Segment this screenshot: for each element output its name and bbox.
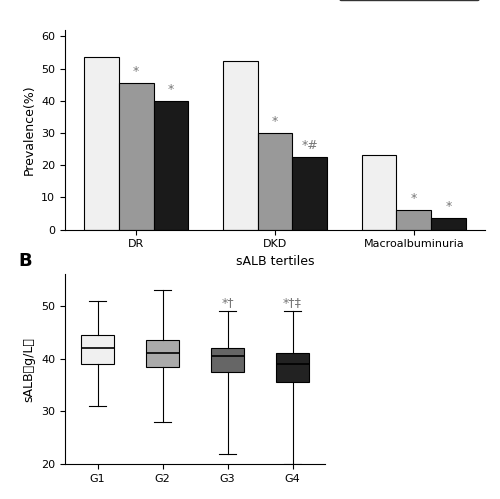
Text: *†‡: *†‡ <box>283 296 302 309</box>
Text: *: * <box>272 115 278 128</box>
Text: *: * <box>133 65 140 78</box>
PathPatch shape <box>146 340 179 367</box>
Bar <box>84 57 119 230</box>
Text: A: A <box>23 0 37 4</box>
Text: *: * <box>168 83 174 96</box>
PathPatch shape <box>211 348 244 372</box>
Y-axis label: Prevalence(%): Prevalence(%) <box>22 84 36 175</box>
Bar <box>119 83 154 230</box>
Text: *: * <box>446 201 452 214</box>
Text: *#: *# <box>302 139 318 152</box>
Bar <box>292 157 327 230</box>
Bar <box>258 133 292 230</box>
Bar <box>154 101 188 230</box>
Bar <box>396 210 431 230</box>
X-axis label: sALB tertiles: sALB tertiles <box>236 255 314 268</box>
Text: *: * <box>410 193 417 206</box>
PathPatch shape <box>81 335 114 364</box>
Bar <box>431 218 466 230</box>
Text: B: B <box>18 251 32 269</box>
Text: *†: *† <box>221 296 234 309</box>
PathPatch shape <box>276 353 309 382</box>
Bar <box>362 156 396 230</box>
Bar <box>223 60 258 230</box>
Y-axis label: sALB（g/L）: sALB（g/L） <box>22 337 36 402</box>
